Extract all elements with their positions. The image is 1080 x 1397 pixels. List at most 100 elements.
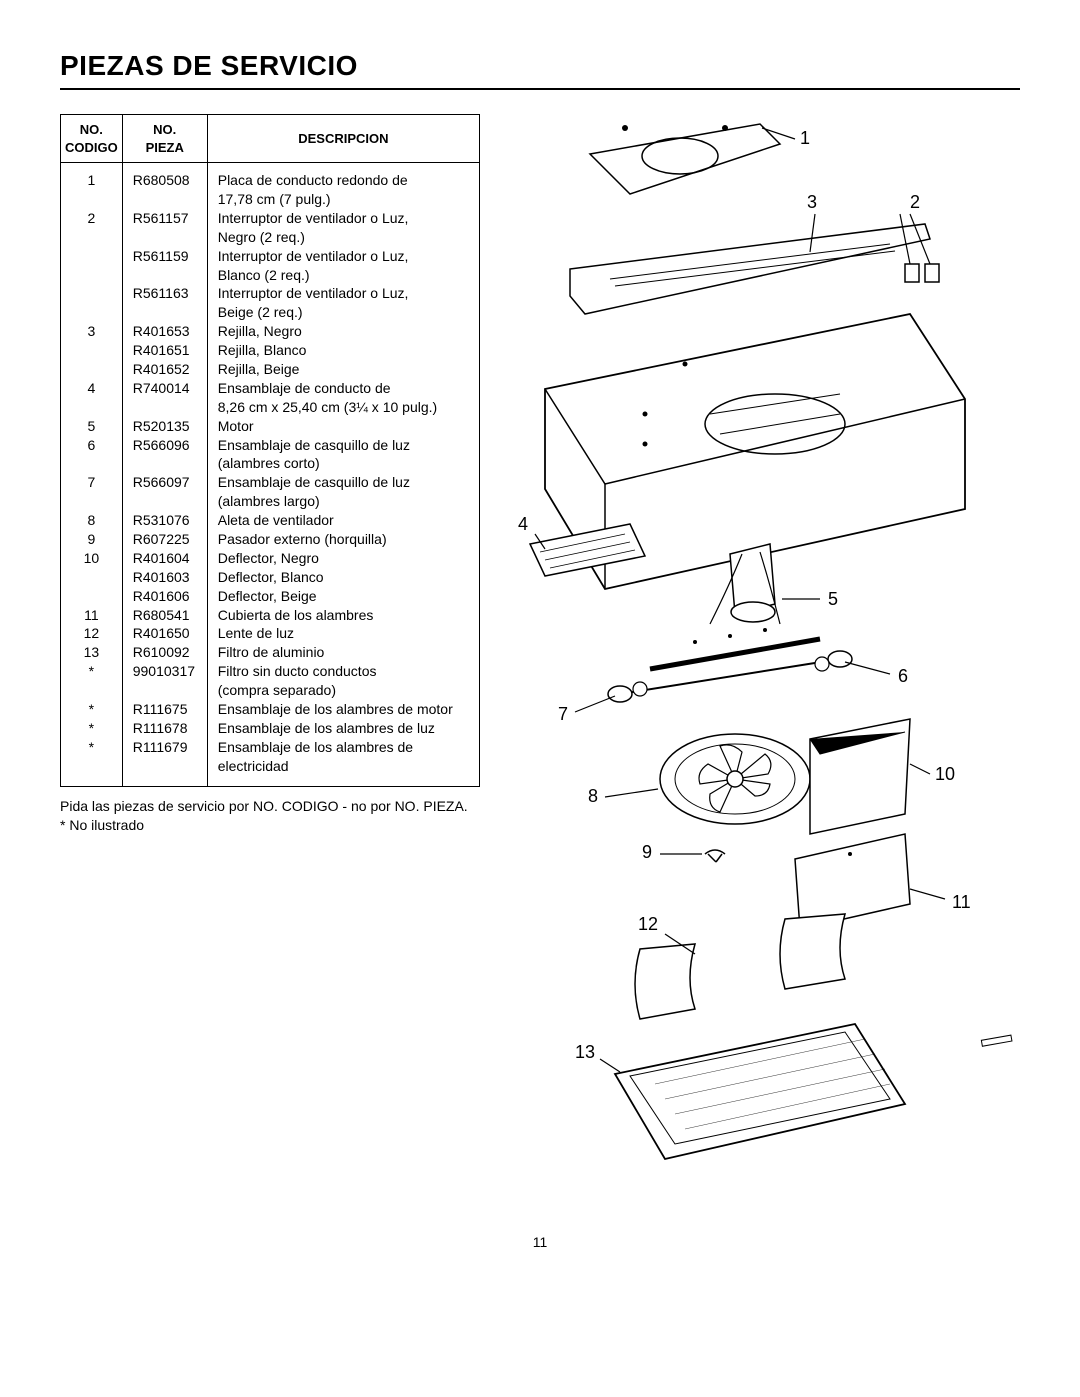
part-13-shape: [615, 1024, 1012, 1159]
cell-codigo: 3: [61, 322, 123, 341]
cell-codigo: 10: [61, 549, 123, 568]
cell-codigo: 11: [61, 606, 123, 625]
cell-codigo: [61, 587, 123, 606]
cell-pieza: R610092: [122, 643, 207, 662]
cell-pieza: R740014: [122, 379, 207, 417]
part-6-7-shape: [608, 628, 852, 702]
table-row: 8R531076Aleta de ventilador: [61, 511, 480, 530]
cell-codigo: 5: [61, 417, 123, 436]
cell-desc: Interruptor de ventilador o Luz, Beige (…: [207, 284, 479, 322]
table-row: R401606Deflector, Beige: [61, 587, 480, 606]
table-row: 6R566096Ensamblaje de casquillo de luz (…: [61, 436, 480, 474]
callout-2: 2: [910, 192, 920, 213]
table-row: 11R680541Cubierta de los alambres: [61, 606, 480, 625]
cell-codigo: [61, 360, 123, 379]
part-9-shape: [705, 850, 725, 862]
cell-codigo: 12: [61, 624, 123, 643]
cell-pieza: R111679: [122, 738, 207, 786]
cell-pieza: R561163: [122, 284, 207, 322]
table-row: 9R607225Pasador externo (horquilla): [61, 530, 480, 549]
cell-codigo: 6: [61, 436, 123, 474]
title-rule: [60, 88, 1020, 90]
cell-desc: Deflector, Negro: [207, 549, 479, 568]
cell-pieza: 99010317: [122, 662, 207, 700]
part-10-shape: [810, 719, 910, 834]
part-8-shape: [660, 734, 810, 824]
cell-codigo: 1: [61, 163, 123, 209]
callout-11: 11: [952, 892, 971, 913]
callout-10: 10: [935, 764, 955, 785]
table-row: *R111675Ensamblaje de los alambres de mo…: [61, 700, 480, 719]
parts-table: NO. CODIGO NO. PIEZA DESCRIPCION 1R68050…: [60, 114, 480, 787]
table-row: 1R680508Placa de conducto redondo de 17,…: [61, 163, 480, 209]
table-row: 2R561157Interruptor de ventilador o Luz,…: [61, 209, 480, 247]
table-row: *R111678Ensamblaje de los alambres de lu…: [61, 719, 480, 738]
left-column: NO. CODIGO NO. PIEZA DESCRIPCION 1R68050…: [60, 114, 480, 836]
callout-13: 13: [575, 1042, 595, 1063]
cell-desc: Placa de conducto redondo de 17,78 cm (7…: [207, 163, 479, 209]
cell-desc: Ensamblaje de casquillo de luz (alambres…: [207, 473, 479, 511]
exploded-diagram: 1 2 3 4 5 6 7 8 9 10 11 12 13: [510, 114, 1030, 1194]
cell-pieza: R401604: [122, 549, 207, 568]
cell-codigo: 4: [61, 379, 123, 417]
cell-desc: Cubierta de los alambres: [207, 606, 479, 625]
table-row: 4R740014Ensamblaje de conducto de 8,26 c…: [61, 379, 480, 417]
cell-pieza: R111675: [122, 700, 207, 719]
cell-pieza: R531076: [122, 511, 207, 530]
cell-codigo: *: [61, 719, 123, 738]
cell-desc: Ensamblaje de casquillo de luz (alambres…: [207, 436, 479, 474]
table-row: 3R401653Rejilla, Negro: [61, 322, 480, 341]
cell-desc: Ensamblaje de los alambres de luz: [207, 719, 479, 738]
cell-codigo: 8: [61, 511, 123, 530]
part-12-shape: [635, 914, 845, 1019]
callout-12: 12: [638, 914, 658, 935]
table-row: R561159Interruptor de ventilador o Luz, …: [61, 247, 480, 285]
diagram-svg: [510, 114, 1030, 1194]
cell-codigo: *: [61, 700, 123, 719]
cell-pieza: R680508: [122, 163, 207, 209]
cell-desc: Filtro de aluminio: [207, 643, 479, 662]
cell-codigo: [61, 247, 123, 285]
cell-desc: Deflector, Blanco: [207, 568, 479, 587]
cell-pieza: R566096: [122, 436, 207, 474]
table-row: 7R566097Ensamblaje de casquillo de luz (…: [61, 473, 480, 511]
cell-desc: Ensamblaje de los alambres de motor: [207, 700, 479, 719]
callout-6: 6: [898, 666, 908, 687]
cell-codigo: 13: [61, 643, 123, 662]
callout-9: 9: [642, 842, 652, 863]
part-1-shape: [590, 124, 780, 194]
cell-desc: Motor: [207, 417, 479, 436]
cell-pieza: R561157: [122, 209, 207, 247]
table-row: 12R401650Lente de luz: [61, 624, 480, 643]
cell-pieza: R401652: [122, 360, 207, 379]
cell-pieza: R401650: [122, 624, 207, 643]
callout-8: 8: [588, 786, 598, 807]
th-desc: DESCRIPCION: [207, 115, 479, 163]
part-11-shape: [795, 834, 910, 929]
right-column: 1 2 3 4 5 6 7 8 9 10 11 12 13: [510, 114, 1030, 1194]
cell-desc: Interruptor de ventilador o Luz, Blanco …: [207, 247, 479, 285]
cell-codigo: 2: [61, 209, 123, 247]
cell-desc: Filtro sin ducto conductos (compra separ…: [207, 662, 479, 700]
cell-pieza: R401653: [122, 322, 207, 341]
table-row: *99010317Filtro sin ducto conductos (com…: [61, 662, 480, 700]
content-row: NO. CODIGO NO. PIEZA DESCRIPCION 1R68050…: [60, 114, 1020, 1194]
cell-desc: Interruptor de ventilador o Luz, Negro (…: [207, 209, 479, 247]
cell-pieza: R401651: [122, 341, 207, 360]
cell-desc: Ensamblaje de conducto de 8,26 cm x 25,4…: [207, 379, 479, 417]
cell-pieza: R401606: [122, 587, 207, 606]
note-line-1: Pida las piezas de servicio por NO. CODI…: [60, 797, 480, 817]
cell-pieza: R520135: [122, 417, 207, 436]
table-row: R401651Rejilla, Blanco: [61, 341, 480, 360]
cell-desc: Ensamblaje de los alambres de electricid…: [207, 738, 479, 786]
cell-pieza: R111678: [122, 719, 207, 738]
cell-desc: Rejilla, Beige: [207, 360, 479, 379]
cell-desc: Lente de luz: [207, 624, 479, 643]
cell-codigo: 7: [61, 473, 123, 511]
table-row: 13R610092Filtro de aluminio: [61, 643, 480, 662]
cell-pieza: R561159: [122, 247, 207, 285]
table-row: R401603Deflector, Blanco: [61, 568, 480, 587]
callout-5: 5: [828, 589, 838, 610]
cell-pieza: R566097: [122, 473, 207, 511]
cell-codigo: *: [61, 662, 123, 700]
